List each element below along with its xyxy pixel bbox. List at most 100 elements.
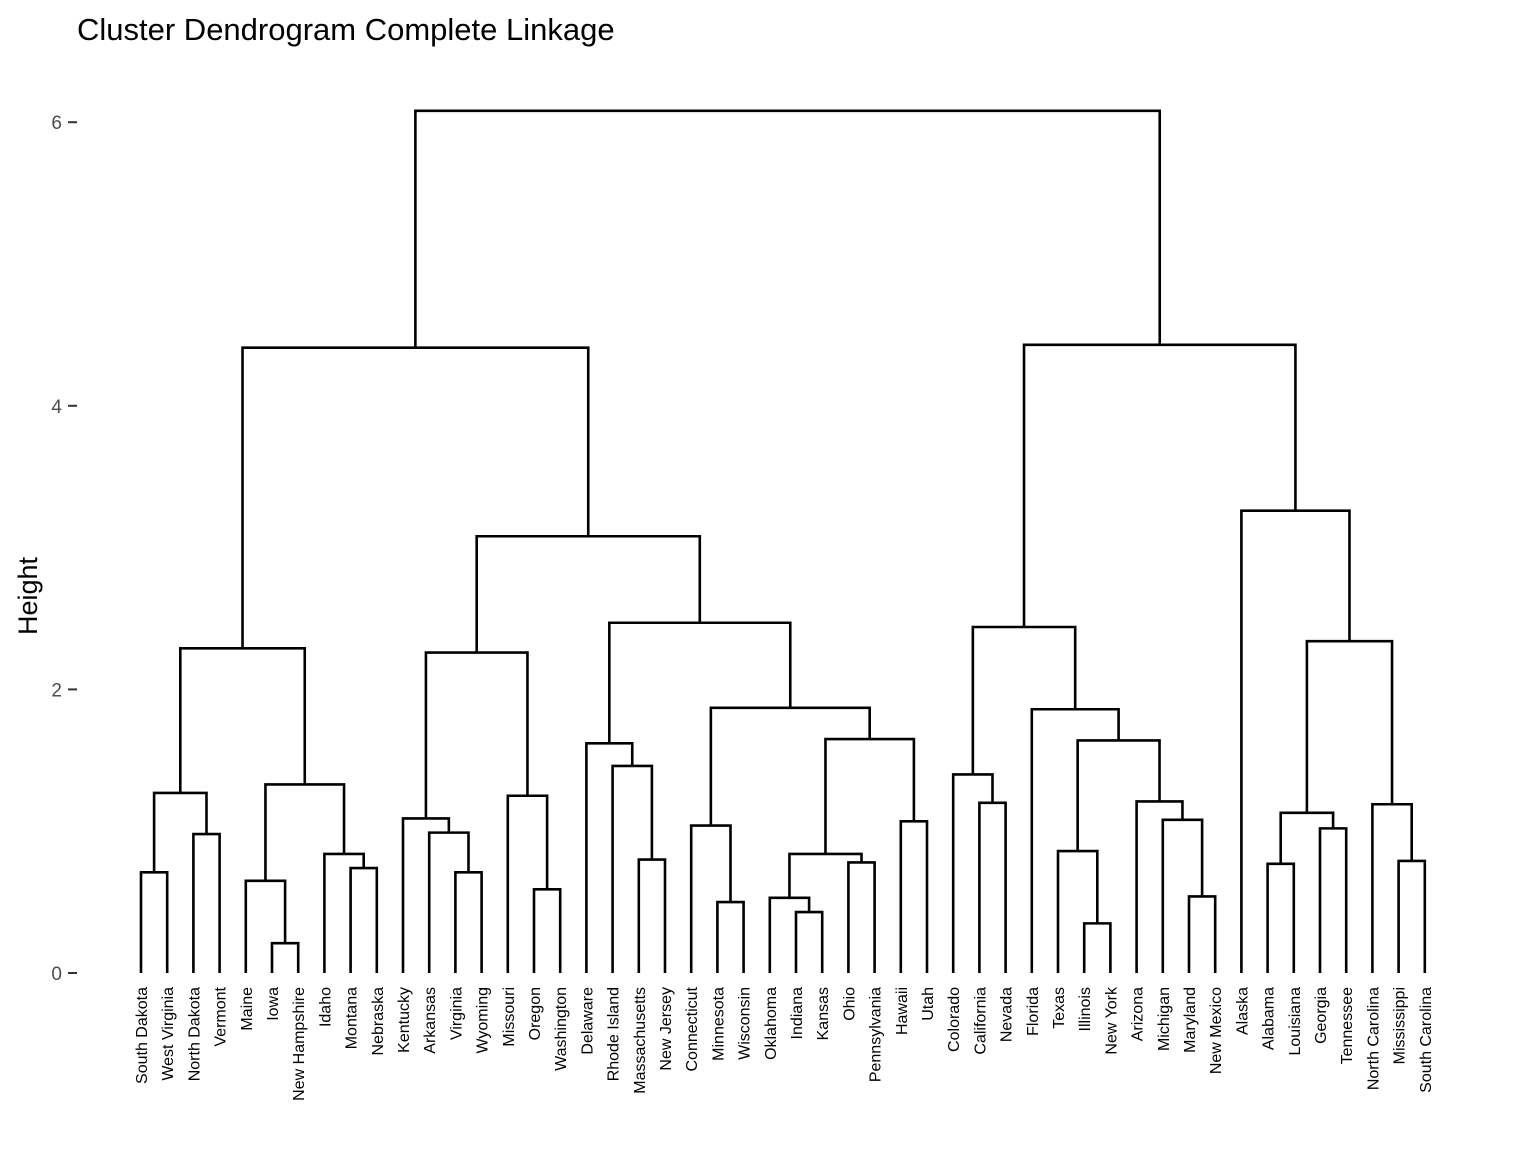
- leaf-label: Hawaii: [894, 987, 911, 1035]
- leaf-labels: South Dakota West Virginia North Dakota Ver…: [134, 986, 1435, 1101]
- leaf-label: Indiana: [789, 987, 806, 1040]
- dendrogram-link: [179, 646, 307, 793]
- leaf-label: Nebraska: [370, 987, 387, 1056]
- leaf-label: California: [972, 987, 989, 1055]
- leaf-label: Maine: [239, 987, 256, 1031]
- dendrogram-link: [1135, 800, 1184, 973]
- leaf-label: Rhode Island: [606, 987, 623, 1081]
- dendrogram-link: [270, 941, 300, 973]
- leaf-label: New Mexico: [1208, 987, 1225, 1074]
- dendrogram-link: [152, 791, 208, 873]
- dendrogram-link: [1030, 707, 1120, 973]
- dendrogram-link: [532, 888, 562, 973]
- dendrogram-link: [424, 651, 529, 819]
- dendrogram-link: [323, 852, 365, 973]
- leaf-label: Montana: [344, 987, 361, 1049]
- leaf-label: Arizona: [1130, 987, 1147, 1041]
- dendrogram-link: [1240, 509, 1351, 973]
- dendrogram-link: [1266, 862, 1296, 973]
- leaf-label: Iowa: [265, 987, 282, 1021]
- leaf-label: South Carolina: [1418, 987, 1435, 1093]
- dendrogram-link: [978, 801, 1007, 973]
- leaf-label: Connecticut: [684, 986, 701, 1071]
- dendrogram-link: [1076, 739, 1161, 852]
- dendrogram-link: [847, 861, 876, 973]
- leaf-label: New Jersey: [658, 987, 675, 1071]
- dendrogram-link: [264, 783, 346, 881]
- leaf-label: Idaho: [317, 987, 334, 1027]
- dendrogram-link: [709, 706, 871, 826]
- y-tick-label: 6: [51, 113, 62, 134]
- leaf-label: Vermont: [213, 986, 230, 1046]
- dendrogram-link: [506, 794, 549, 973]
- leaf-label: Alabama: [1261, 987, 1278, 1050]
- dendrogram-link: [971, 625, 1077, 775]
- leaf-label: North Dakota: [186, 987, 203, 1081]
- y-axis-label: Height: [13, 556, 43, 635]
- dendrogram-link: [611, 764, 654, 973]
- y-tick-label: 4: [51, 397, 62, 418]
- leaf-label: Mississippi: [1392, 987, 1409, 1064]
- dendrogram-link: [768, 896, 811, 973]
- dendrogram-link: [1279, 811, 1335, 864]
- leaf-label: Florida: [1025, 987, 1042, 1036]
- leaf-label: Delaware: [579, 987, 596, 1055]
- leaf-label: Virginia: [448, 987, 465, 1040]
- dendrogram-link: [401, 817, 451, 973]
- leaf-label: Alaska: [1234, 987, 1251, 1035]
- dendrogram-link: [414, 109, 1162, 348]
- leaf-label: North Carolina: [1365, 987, 1382, 1090]
- dendrogram-link: [427, 831, 470, 973]
- dendrogram-link: [788, 852, 863, 898]
- leaf-label: Maryland: [1182, 987, 1199, 1053]
- dendrogram-link: [637, 858, 667, 973]
- dendrogram-link: [1022, 343, 1297, 628]
- dendrogram-link: [349, 866, 379, 973]
- dendrogram-link: [1318, 827, 1348, 973]
- leaf-label: Ohio: [841, 987, 858, 1021]
- leaf-label: Michigan: [1156, 987, 1173, 1051]
- leaf-label: Washington: [553, 987, 570, 1071]
- leaf-label: Oklahoma: [763, 987, 780, 1060]
- y-tick-label: 0: [51, 964, 62, 985]
- dendrogram-link: [1397, 859, 1427, 973]
- dendrogram-link: [689, 824, 732, 973]
- leaf-label: Pennsylvania: [868, 987, 885, 1082]
- dendrogram-branches: [139, 109, 1427, 973]
- dendrogram-link: [1187, 895, 1217, 973]
- dendrogram-link: [192, 832, 221, 973]
- leaf-label: New York: [1103, 986, 1120, 1055]
- dendrogram-link: [241, 346, 590, 649]
- dendrogram-link: [951, 773, 994, 973]
- dendrogram-link: [244, 879, 287, 973]
- leaf-label: Missouri: [501, 987, 518, 1047]
- chart-title: Cluster Dendrogram Complete Linkage: [77, 12, 615, 47]
- dendrogram-link: [585, 741, 634, 973]
- dendrogram-link: [716, 900, 745, 973]
- dendrogram-link: [475, 534, 702, 653]
- leaf-label: Georgia: [1313, 987, 1330, 1044]
- dendrogram-link: [1056, 849, 1099, 973]
- leaf-label: Oregon: [527, 987, 544, 1040]
- leaf-label: Arkansas: [422, 987, 439, 1054]
- leaf-label: Illinois: [1077, 987, 1094, 1031]
- dendrogram-link: [454, 871, 483, 973]
- leaf-label: Kentucky: [396, 987, 413, 1053]
- y-tick-label: 2: [51, 680, 62, 701]
- leaf-label: West Virginia: [160, 987, 177, 1081]
- leaf-label: Texas: [1051, 987, 1068, 1029]
- dendrogram-link: [1305, 639, 1394, 813]
- dendrogram-link: [1371, 802, 1413, 973]
- leaf-label: Wyoming: [475, 987, 492, 1054]
- leaf-label: Massachusetts: [632, 987, 649, 1094]
- dendrogram-link: [608, 621, 792, 744]
- leaf-label: Wisconsin: [737, 987, 754, 1060]
- leaf-label: South Dakota: [134, 987, 151, 1084]
- dendrogram-link: [139, 871, 169, 973]
- dendrogram-link: [1082, 922, 1112, 973]
- leaf-label: Nevada: [999, 987, 1016, 1042]
- y-axis: 0 2 4 6: [51, 113, 77, 985]
- leaf-label: Louisiana: [1287, 987, 1304, 1056]
- leaf-label: Tennessee: [1339, 987, 1356, 1064]
